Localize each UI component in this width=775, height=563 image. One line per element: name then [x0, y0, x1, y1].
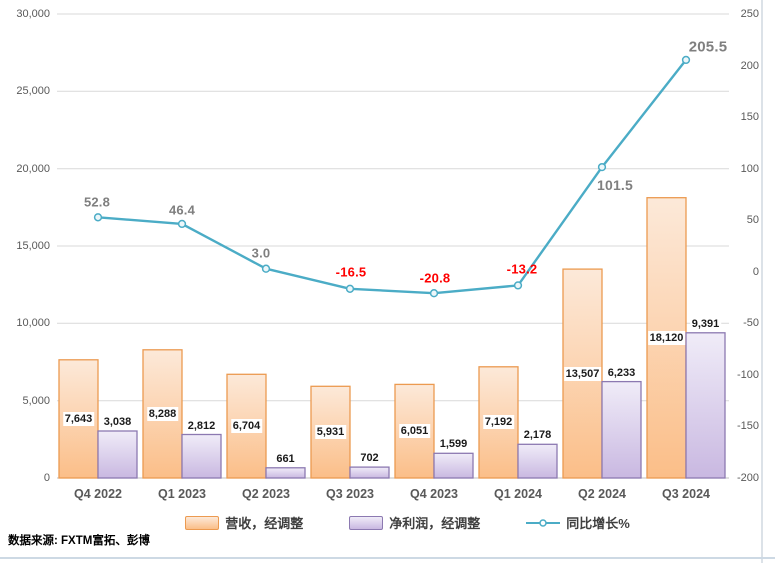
legend-revenue-label: 营收，经调整: [225, 516, 304, 531]
chart-border-bottom: [0, 557, 775, 559]
growth-marker: [177, 219, 187, 229]
legend-item-revenue: 营收，经调整: [185, 513, 303, 532]
bar-revenue: [310, 385, 351, 479]
bar-profit: [181, 433, 222, 479]
legend-profit-swatch-icon: [349, 515, 384, 530]
growth-line: [97, 59, 687, 295]
legend-item-growth: 同比增长%: [526, 513, 630, 532]
chart-border-right: [761, 0, 763, 563]
growth-marker: [681, 55, 691, 65]
legend-growth-label: 同比增长%: [566, 516, 630, 531]
bar-profit: [433, 452, 474, 479]
bar-revenue: [646, 197, 687, 479]
legend-profit-label: 净利润，经调整: [389, 516, 481, 531]
legend-line-icon: [526, 518, 561, 527]
source-note: 数据来源: FXTM富拓、彭博: [8, 535, 150, 547]
bar-revenue: [478, 366, 519, 479]
bar-profit: [517, 443, 558, 479]
bar-profit: [265, 467, 306, 479]
growth-marker: [93, 213, 103, 222]
growth-marker: [597, 162, 607, 172]
legend: 营收，经调整 净利润，经调整 同比增长%: [0, 513, 775, 532]
bar-revenue: [562, 268, 603, 479]
bar-profit: [349, 466, 390, 479]
bar-revenue: [226, 373, 267, 479]
legend-item-profit: 净利润，经调整: [349, 513, 480, 532]
bar-revenue: [58, 359, 99, 479]
growth-marker: [513, 281, 523, 290]
bar-revenue: [394, 383, 435, 479]
legend-revenue-swatch-icon: [185, 515, 220, 530]
bar-profit: [601, 380, 642, 479]
growth-marker: [429, 289, 439, 298]
growth-marker: [345, 284, 355, 293]
growth-marker: [261, 264, 271, 273]
bar-profit: [685, 332, 726, 479]
bar-profit: [97, 430, 138, 479]
bar-revenue: [142, 349, 183, 479]
